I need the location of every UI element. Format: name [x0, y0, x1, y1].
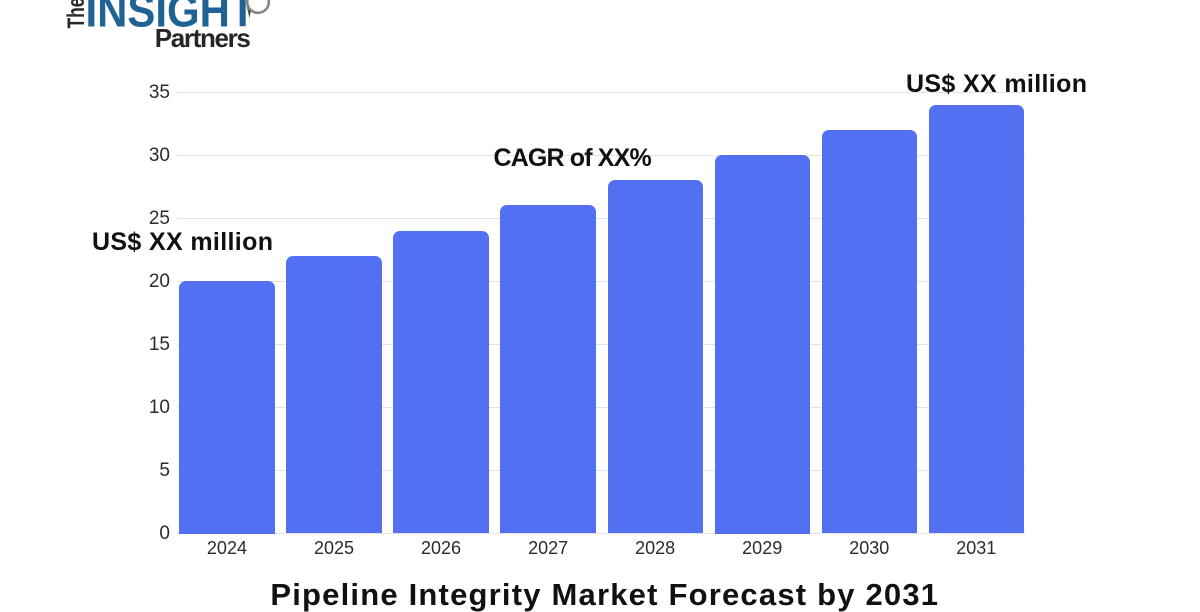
- svg-text:The: The: [63, 0, 90, 29]
- svg-text:Partners: Partners: [155, 23, 251, 53]
- svg-text:INSIGHT: INSIGHT: [86, 0, 256, 37]
